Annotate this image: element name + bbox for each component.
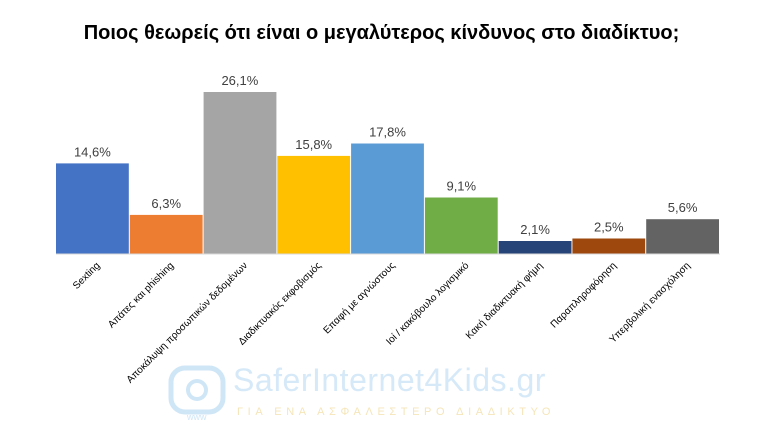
chart-title: Ποιος θεωρείς ότι είναι ο μεγαλύτερος κί… [83,22,680,44]
bar-value-label-2: 6,3% [151,196,181,211]
bar-3 [203,92,277,254]
bar-7 [498,241,572,254]
category-label-1: Sexting [71,260,102,291]
watermark-brand: SaferInternet4Kids.gr [233,362,546,398]
safer-internet-logo-icon: www [168,365,226,422]
category-label-8: Παραπληροφόρηση [548,260,619,331]
bar-value-label-8: 2,5% [594,220,624,235]
category-label-7: Κακή διαδικτυακή φήμη [463,260,545,342]
bar-5 [351,143,424,254]
bar-value-label-7: 2,1% [520,222,550,237]
bar-8 [572,238,646,254]
watermark-tagline: ΓΙΑ ΕΝΑ ΑΣΦΑΛΕΣΤΕΡΟ ΔΙΑΔΙΚΤΥΟ [237,406,556,418]
bar-4 [277,155,351,254]
bar-6 [424,197,498,254]
bar-value-label-1: 14,6% [74,144,111,159]
category-label-9: Υπερβολική ενασχόληση [607,260,693,346]
bar-value-label-5: 17,8% [369,125,406,140]
category-label-2: Απάτες και phishing [106,260,177,331]
bar-1 [56,163,129,254]
bar-2 [129,214,203,254]
category-label-5: Επαφή με αγνώστους [321,260,398,337]
bar-value-label-4: 15,8% [295,137,332,152]
logo-www-text: www [186,412,207,422]
category-label-4: Διαδικτυακός εκφοβισμός [236,260,324,348]
watermark: www SaferInternet4Kids.gr ΓΙΑ ΕΝΑ ΑΣΦΑΛΕ… [165,362,585,424]
bars-layer [56,92,719,254]
bar-value-label-6: 9,1% [446,179,476,194]
category-label-6: Ιοί / κακόβουλο λογισμικό [384,259,472,347]
bar-9 [646,219,719,254]
bar-value-label-3: 26,1% [221,73,258,88]
bar-value-label-9: 5,6% [668,200,698,215]
